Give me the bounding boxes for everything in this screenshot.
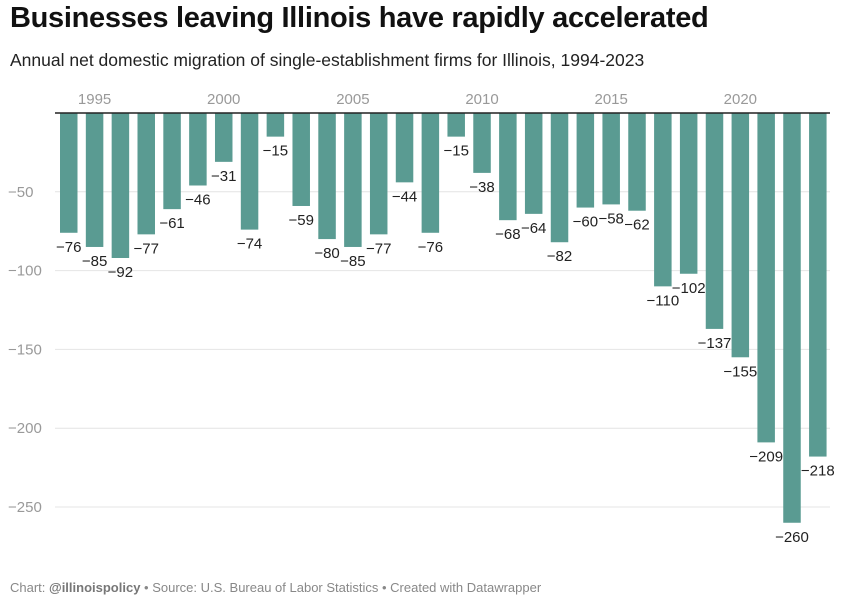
bar: [421, 113, 440, 233]
bar: [60, 113, 78, 233]
y-tick-label: −150: [8, 341, 42, 358]
data-label: −58: [598, 210, 623, 227]
data-label: −46: [185, 191, 210, 208]
bar: [240, 113, 259, 230]
bar: [731, 113, 750, 358]
bar: [473, 113, 491, 173]
bar: [783, 113, 801, 523]
data-label: −15: [263, 143, 288, 160]
data-label: −62: [624, 217, 649, 234]
bar: [137, 113, 155, 235]
bar: [576, 113, 595, 208]
y-tick-label: −50: [8, 184, 33, 201]
data-label: −77: [366, 240, 391, 257]
data-label: −82: [547, 248, 572, 265]
bar: [628, 113, 646, 211]
bar: [214, 113, 233, 162]
footer-source: • Source: U.S. Bureau of Labor Statistic…: [140, 580, 542, 595]
bar: [602, 113, 620, 205]
data-label: −85: [340, 253, 365, 270]
chart-footer: Chart: @illinoispolicy • Source: U.S. Bu…: [10, 580, 541, 595]
bar: [292, 113, 310, 206]
x-tick-label: 2015: [594, 91, 627, 108]
x-tick-label: 2000: [207, 91, 240, 108]
bar: [705, 113, 724, 329]
bar: [369, 113, 388, 235]
bar: [679, 113, 698, 274]
y-tick-label: −100: [8, 263, 42, 280]
data-label: −64: [521, 220, 546, 237]
x-tick-label: 2020: [724, 91, 757, 108]
bar: [550, 113, 569, 243]
footer-author-link[interactable]: @illinoispolicy: [49, 580, 141, 595]
y-tick-label: −250: [8, 499, 42, 516]
bar: [524, 113, 543, 214]
bar: [447, 113, 465, 137]
bar: [344, 113, 362, 247]
data-label: −80: [314, 245, 339, 262]
data-label: −60: [573, 214, 598, 231]
data-label: −59: [288, 212, 313, 229]
bar: [111, 113, 130, 258]
x-tick-label: 2005: [336, 91, 369, 108]
bar: [163, 113, 181, 210]
x-tick-label: 2010: [465, 91, 498, 108]
bar: [757, 113, 775, 443]
bar: [85, 113, 104, 247]
data-label: −218: [801, 463, 835, 480]
bar: [318, 113, 336, 240]
bar-chart: −50 −100 −150 −200 −250 1995 2000 2005 2010 2015 2…: [8, 91, 835, 546]
x-tick-label: 1995: [78, 91, 111, 108]
bar: [654, 113, 672, 287]
data-label: −260: [775, 529, 809, 546]
data-label: −155: [723, 363, 757, 380]
bar: [395, 113, 414, 183]
bar: [189, 113, 207, 186]
data-label: −61: [159, 215, 184, 232]
data-label: −92: [108, 264, 133, 281]
data-label: −15: [443, 143, 468, 160]
data-label: −44: [392, 188, 417, 205]
data-label: −31: [211, 168, 236, 185]
chart-title: Businesses leaving Illinois have rapidly…: [10, 2, 709, 34]
bar: [809, 113, 827, 457]
data-label: −77: [134, 240, 159, 257]
footer-prefix: Chart:: [10, 580, 50, 595]
data-label: −68: [495, 226, 520, 243]
data-label: −38: [469, 179, 494, 196]
chart-subtitle: Annual net domestic migration of single-…: [10, 50, 645, 70]
data-label: −76: [56, 239, 81, 256]
data-label: −74: [237, 236, 262, 253]
data-label: −110: [646, 292, 679, 309]
data-label: −85: [82, 253, 107, 270]
bar: [499, 113, 517, 221]
data-label: −76: [418, 239, 443, 256]
y-tick-label: −200: [8, 420, 42, 437]
data-label: −102: [672, 280, 706, 297]
data-label: −137: [698, 335, 732, 352]
data-label: −209: [749, 448, 783, 465]
bar: [266, 113, 285, 137]
